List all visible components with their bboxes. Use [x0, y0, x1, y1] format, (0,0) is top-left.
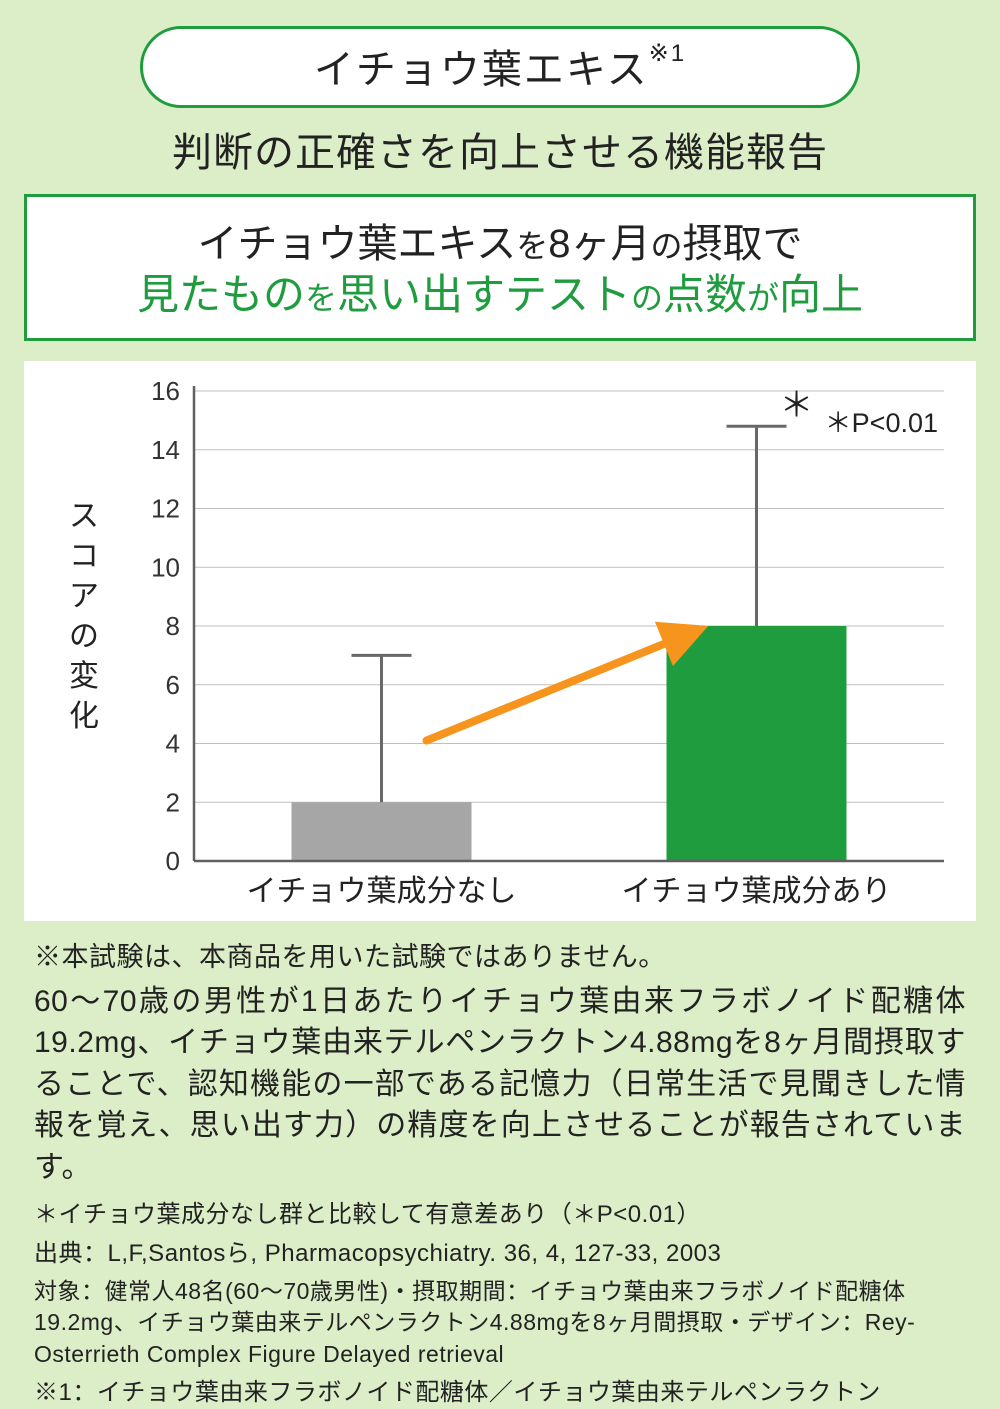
headline-l2-f: が — [747, 280, 779, 316]
svg-text:＊: ＊ — [780, 386, 814, 424]
svg-text:4: 4 — [166, 728, 180, 758]
notes-block: ※本試験は、本商品を用いた試験ではありません。 60〜70歳の男性が1日あたりイ… — [24, 939, 976, 1409]
svg-text:イチョウ葉成分あり: イチョウ葉成分あり — [622, 875, 892, 908]
note-significance: ＊イチョウ葉成分なし群と比較して有意差あり（＊P<0.01） — [34, 1198, 966, 1231]
headline-line2: 見たものを思い出すテストの点数が向上 — [41, 269, 959, 322]
headline-l2-c: 思い出すテスト — [337, 271, 631, 318]
title-superscript: ※1 — [649, 40, 686, 67]
headline-l1-e: 摂取で — [683, 222, 803, 266]
svg-text:2: 2 — [166, 787, 180, 817]
subtitle: 判断の正確さを向上させる機能報告 — [24, 120, 976, 178]
headline-line1: イチョウ葉エキスを8ヶ月の摂取で — [41, 211, 959, 269]
svg-text:の: の — [69, 620, 99, 653]
headline-l1-c: 8ヶ月 — [548, 222, 650, 266]
headline-l2-g: 向上 — [779, 271, 863, 318]
svg-text:0: 0 — [166, 846, 180, 876]
svg-text:10: 10 — [151, 552, 180, 582]
headline-l1-b: を — [516, 228, 548, 264]
headline-l2-e: 点数 — [663, 271, 747, 318]
headline-l2-b: を — [305, 280, 337, 316]
svg-text:14: 14 — [151, 434, 180, 464]
headline-l1-a: イチョウ葉エキス — [197, 222, 516, 266]
score-bar-chart: 0 2 4 6 8 10 12 14 16 イチョウ葉成分なし イチョウ葉成分あり スコアの変化 ＊ ＊P… — [24, 361, 976, 921]
headline-l1-d: の — [651, 228, 683, 264]
svg-text:＊P<0.01: ＊P<0.01 — [825, 408, 938, 438]
note-disclaimer: ※本試験は、本商品を用いた試験ではありません。 — [34, 939, 966, 975]
note-footnote1: ※1：イチョウ葉由来フラボノイド配糖体／イチョウ葉由来テルペンラクトン — [34, 1376, 966, 1409]
svg-text:16: 16 — [151, 376, 180, 406]
note-description: 60〜70歳の男性が1日あたりイチョウ葉由来フラボノイド配糖体19.2mg、イチ… — [34, 981, 966, 1188]
chart-container: 0 2 4 6 8 10 12 14 16 イチョウ葉成分なし イチョウ葉成分あり スコアの変化 ＊ ＊P… — [24, 361, 976, 921]
svg-text:ア: ア — [69, 580, 99, 613]
headline-l2-a: 見たもの — [137, 271, 305, 318]
note-source: 出典：L,F,Santosら, Pharmacopsychiatry. 36, … — [34, 1237, 966, 1270]
svg-text:コ: コ — [69, 540, 99, 573]
svg-text:化: 化 — [69, 700, 99, 733]
title-text: イチョウ葉エキス — [314, 48, 649, 92]
svg-text:8: 8 — [166, 611, 180, 641]
svg-text:変: 変 — [69, 660, 99, 693]
headline-l2-d: の — [631, 280, 663, 316]
svg-text:ス: ス — [69, 500, 99, 533]
svg-text:12: 12 — [151, 493, 180, 523]
title-pill: イチョウ葉エキス※1 — [140, 26, 860, 108]
svg-text:6: 6 — [166, 669, 180, 699]
headline-box: イチョウ葉エキスを8ヶ月の摂取で 見たものを思い出すテストの点数が向上 — [24, 194, 976, 341]
svg-text:イチョウ葉成分なし: イチョウ葉成分なし — [247, 875, 517, 908]
note-subjects: 対象：健常人48名(60〜70歳男性)・摂取期間：イチョウ葉由来フラボノイド配糖… — [34, 1276, 966, 1370]
